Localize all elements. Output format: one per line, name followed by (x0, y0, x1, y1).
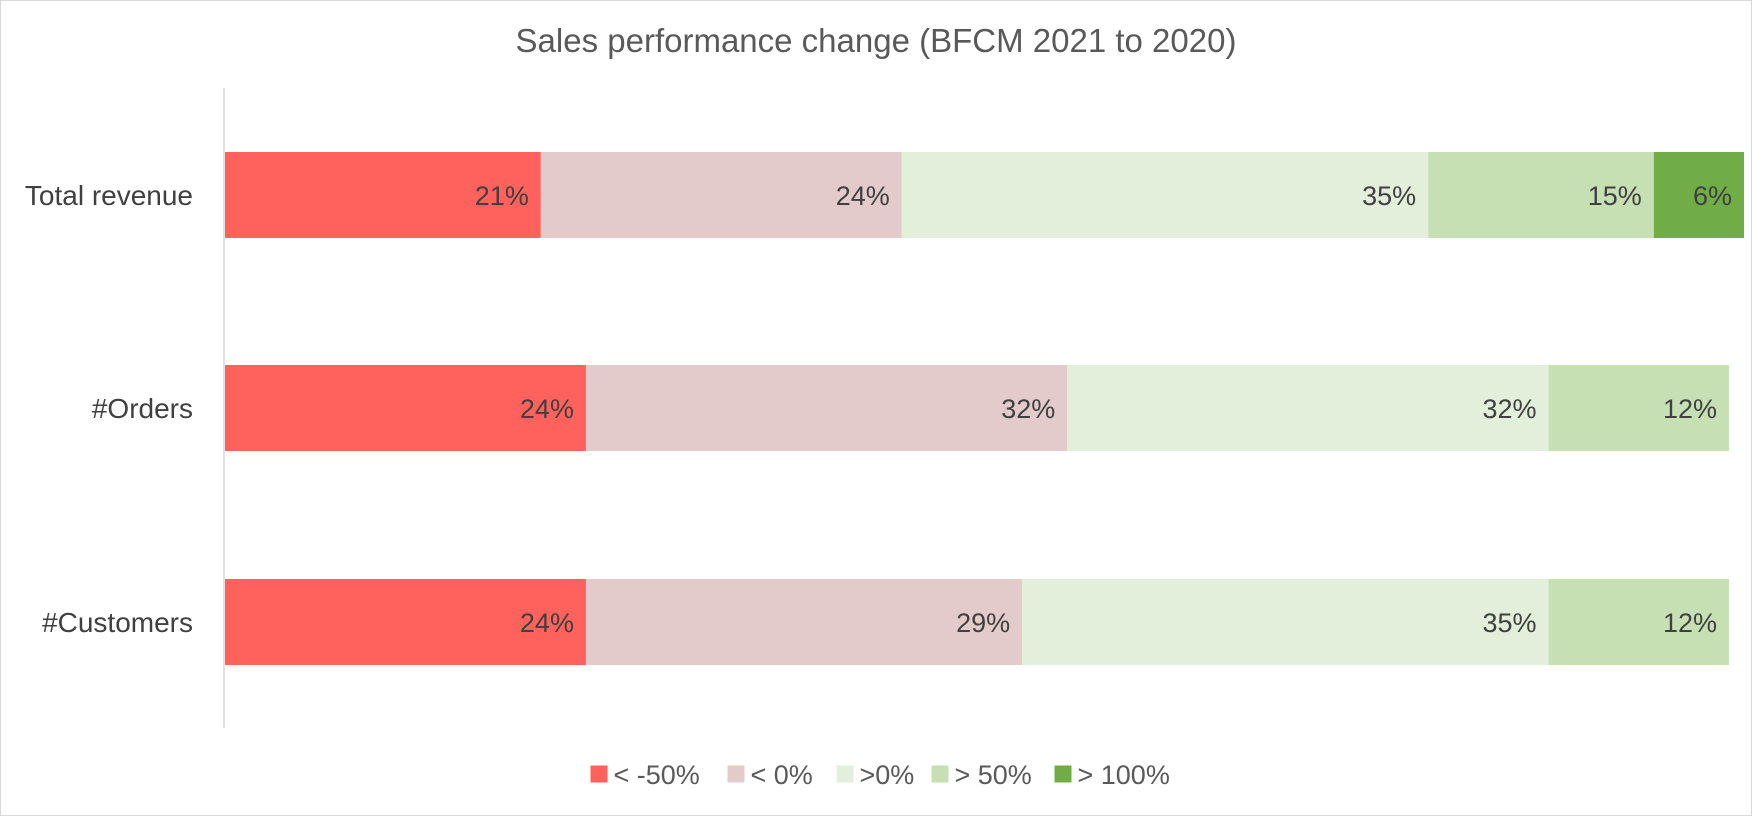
bar-segment (225, 579, 586, 665)
legend: < -50% < 0% >0% > 50% > 100% (590, 760, 1170, 790)
bar-segment (1653, 152, 1745, 238)
category-label: #Orders (92, 393, 193, 424)
bar-segment (540, 152, 902, 238)
data-label: 12% (1663, 608, 1717, 638)
bars-group: 21% 24% 35% 15% 6% 24% 32% 32% 12% 24% 29% 35% 12% (225, 152, 1745, 665)
bar-segment (225, 152, 541, 238)
data-label: 24% (836, 181, 890, 211)
legend-label: < -50% (614, 760, 700, 790)
data-label: 32% (1001, 394, 1055, 424)
bar-segment (225, 365, 586, 451)
chart-title: Sales performance change (BFCM 2021 to 2… (516, 22, 1237, 59)
data-label: 21% (475, 181, 529, 211)
data-label: 32% (1482, 394, 1536, 424)
legend-label: < 0% (751, 760, 813, 790)
data-label: 24% (520, 608, 574, 638)
bar-segment (901, 152, 1429, 238)
bar-segment (1548, 365, 1729, 451)
bar-segment (585, 365, 1068, 451)
bar-segment (1067, 365, 1549, 451)
legend-label: >0% (860, 760, 915, 790)
bar-segment (1548, 579, 1729, 665)
bar-segment (1428, 152, 1654, 238)
legend-swatch (727, 765, 745, 783)
data-label: 24% (520, 394, 574, 424)
legend-swatch (590, 765, 608, 783)
legend-swatch (836, 765, 854, 783)
bar-segment (585, 579, 1023, 665)
data-label: 29% (956, 608, 1010, 638)
category-labels: Total revenue #Orders #Customers (25, 180, 193, 638)
bar-segment (1022, 579, 1549, 665)
legend-label: > 100% (1078, 760, 1170, 790)
data-label: 35% (1362, 181, 1416, 211)
data-label: 6% (1693, 181, 1732, 211)
category-label: #Customers (42, 607, 193, 638)
data-label: 15% (1588, 181, 1642, 211)
legend-label: > 50% (955, 760, 1032, 790)
legend-swatch (1054, 765, 1072, 783)
data-label: 35% (1482, 608, 1536, 638)
category-label: Total revenue (25, 180, 193, 211)
legend-swatch (931, 765, 949, 783)
data-label: 12% (1663, 394, 1717, 424)
